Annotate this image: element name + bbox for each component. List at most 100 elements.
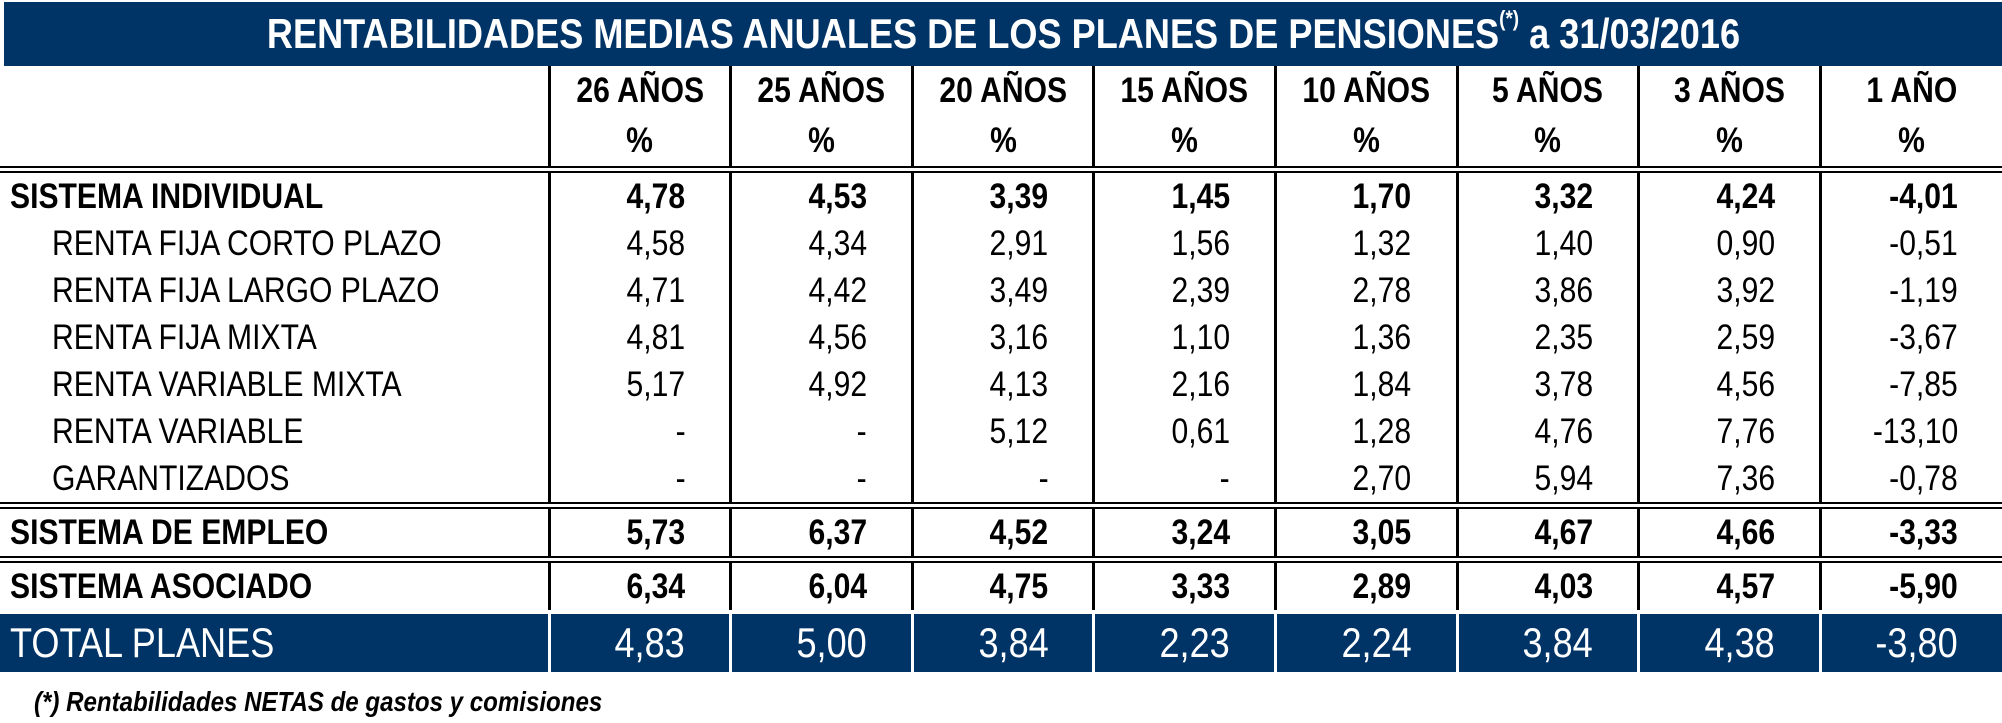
value-cell: 4,24 [1637, 166, 1821, 220]
footnote-text: (*) Rentabilidades NETAS de gastos y com… [34, 686, 603, 717]
value-cell-text: 1,28 [1353, 411, 1412, 451]
value-cell: - [547, 455, 731, 507]
value-cell: 1,32 [1274, 220, 1458, 267]
value-cell: 3,78 [1455, 361, 1639, 408]
total-value-cell: -3,80 [1818, 614, 2002, 672]
value-cell: - [547, 408, 731, 455]
column-header-period-text: 25 AÑOS [757, 71, 886, 110]
value-cell: -3,33 [1818, 502, 2002, 560]
value-cell-text: 3,49 [989, 270, 1049, 310]
total-value-cell: 3,84 [910, 614, 1094, 672]
value-cell-text: 6,34 [626, 566, 686, 606]
value-cell: - [910, 455, 1094, 507]
value-cell: 4,56 [729, 314, 913, 361]
value-cell-text: -3,33 [1889, 512, 1958, 552]
column-header-period: 3 AÑOS [1637, 66, 1821, 116]
column-header-period: 26 AÑOS [547, 66, 731, 116]
total-value-cell-text: 5,00 [796, 619, 867, 666]
table-row: SISTEMA ASOCIADO 6,34 6,04 4,75 3,33 2,89 4,03… [0, 556, 2002, 610]
value-cell-text: -4,01 [1889, 176, 1958, 216]
value-cell-text: 1,45 [1171, 176, 1230, 216]
value-cell-text: 4,13 [989, 364, 1049, 404]
value-cell: 6,34 [547, 556, 731, 610]
value-cell-text: 1,56 [1171, 223, 1230, 263]
value-cell-text: 3,33 [1171, 566, 1230, 606]
value-cell: -1,19 [1818, 267, 2002, 314]
value-cell: 4,58 [547, 220, 731, 267]
total-value-cell: 4,38 [1637, 614, 1821, 672]
value-cell: 1,40 [1455, 220, 1639, 267]
column-header-unit: % [547, 116, 731, 170]
value-cell-text: 5,17 [626, 364, 686, 404]
value-cell-text: 2,16 [1171, 364, 1230, 404]
row-label: RENTA VARIABLE MIXTA [0, 361, 549, 408]
value-cell-text: -0,51 [1889, 223, 1958, 263]
value-cell-text: 4,42 [808, 270, 867, 310]
row-label: RENTA VARIABLE [0, 408, 549, 455]
row-label-text: RENTA VARIABLE [52, 411, 304, 451]
value-cell-text: 3,16 [989, 317, 1049, 357]
value-cell: 7,76 [1637, 408, 1821, 455]
column-header-unit: % [1092, 116, 1276, 170]
value-cell: -5,90 [1818, 556, 2002, 610]
column-header-period: 15 AÑOS [1092, 66, 1276, 116]
value-cell-text: 2,59 [1716, 317, 1775, 357]
value-cell: 6,37 [729, 502, 913, 560]
title-text: RENTABILIDADES MEDIAS ANUALES DE LOS PLA… [266, 10, 1499, 57]
value-cell-text: -5,90 [1889, 566, 1958, 606]
value-cell: 6,04 [729, 556, 913, 610]
value-cell-text: 4,24 [1716, 176, 1775, 216]
total-label: TOTAL PLANES [0, 614, 550, 672]
value-cell-text: 4,71 [626, 270, 686, 310]
value-cell-text: 6,04 [808, 566, 867, 606]
value-cell-text: 2,35 [1534, 317, 1594, 357]
value-cell: 5,73 [547, 502, 731, 560]
total-value-cell: 2,24 [1274, 614, 1458, 672]
value-cell: 1,10 [1092, 314, 1276, 361]
value-cell-text: 4,66 [1716, 512, 1775, 552]
value-cell: 4,34 [729, 220, 913, 267]
value-cell-text: 2,91 [989, 223, 1049, 263]
total-value-cell: 4,83 [547, 614, 731, 672]
column-header-unit-text: % [808, 121, 835, 160]
value-cell: 1,84 [1274, 361, 1458, 408]
column-header-period-text: 5 AÑOS [1492, 71, 1604, 110]
value-cell: 5,94 [1455, 455, 1639, 507]
row-label: SISTEMA ASOCIADO [0, 556, 550, 610]
value-cell: 2,89 [1274, 556, 1458, 610]
value-cell: 0,61 [1092, 408, 1276, 455]
column-header-unit-text: % [1898, 121, 1926, 160]
table-row: SISTEMA INDIVIDUAL 4,78 4,53 3,39 1,45 1,70 3,… [0, 166, 2002, 220]
value-cell-text: 1,40 [1534, 223, 1594, 263]
value-cell: 3,24 [1092, 502, 1276, 560]
total-value-cell-text: 3,84 [978, 619, 1049, 666]
column-header-unit-text: % [989, 121, 1017, 160]
total-value-cell: 5,00 [729, 614, 913, 672]
header-row-units: %%%%%%%% [0, 116, 2002, 170]
column-header-period: 25 AÑOS [729, 66, 913, 116]
value-cell-text: 3,05 [1353, 512, 1412, 552]
value-cell: 4,57 [1637, 556, 1821, 610]
value-cell-text: 2,89 [1353, 566, 1412, 606]
row-label-text: RENTA VARIABLE MIXTA [52, 364, 402, 404]
column-header-period-text: 15 AÑOS [1120, 71, 1249, 110]
value-cell: 4,81 [547, 314, 731, 361]
value-cell-text: -3,67 [1889, 317, 1958, 357]
row-label: RENTA FIJA CORTO PLAZO [0, 220, 549, 267]
column-header-period-text: 26 AÑOS [576, 71, 704, 110]
header-blank [0, 116, 549, 170]
value-cell: 5,17 [547, 361, 731, 408]
row-label-text: GARANTIZADOS [52, 458, 290, 498]
value-cell: 2,59 [1637, 314, 1821, 361]
total-row: TOTAL PLANES 4,83 5,00 3,84 2,23 2,24 3,84 4,38… [0, 614, 2002, 672]
value-cell-text: 1,10 [1171, 317, 1230, 357]
column-header-period-text: 1 AÑO [1866, 71, 1958, 110]
value-cell-text: 1,32 [1353, 223, 1412, 263]
value-cell-text: - [1219, 458, 1230, 498]
total-value-cell-text: 4,38 [1704, 619, 1775, 666]
value-cell-text: 3,86 [1534, 270, 1594, 310]
column-header-unit: % [1818, 116, 2002, 170]
value-cell-text: - [675, 411, 686, 451]
value-cell-text: -1,19 [1889, 270, 1958, 310]
row-label: RENTA FIJA MIXTA [0, 314, 549, 361]
